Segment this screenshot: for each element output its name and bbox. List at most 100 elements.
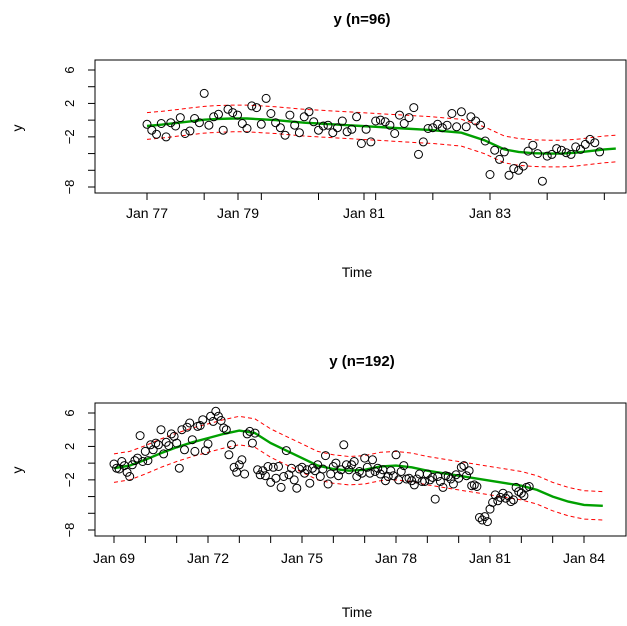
data-point (375, 115, 385, 125)
data-point (344, 465, 354, 475)
data-point (352, 112, 362, 122)
data-point (433, 472, 443, 481)
data-point (438, 482, 448, 492)
data-point (263, 462, 273, 471)
data-point (281, 446, 291, 456)
data-point (185, 126, 195, 136)
data-point (177, 425, 187, 435)
data-point (585, 134, 595, 144)
data-point (153, 440, 163, 450)
data-point (309, 117, 319, 127)
data-point (285, 110, 295, 120)
x-tick-label: Jan 83 (469, 205, 511, 221)
data-point (260, 471, 270, 481)
data-point (552, 144, 562, 154)
data-point (185, 418, 195, 428)
data-point (342, 127, 352, 137)
data-point (556, 145, 566, 155)
data-point (161, 437, 171, 447)
data-point (297, 462, 307, 472)
data-point (462, 471, 471, 481)
data-point (214, 109, 223, 119)
y-axis: −8 −2 2 6 (62, 66, 96, 194)
data-point (362, 462, 372, 472)
data-point (166, 118, 176, 128)
data-point (294, 464, 304, 474)
data-point (595, 147, 605, 157)
data-point (175, 113, 185, 123)
data-point (498, 488, 508, 498)
lower-band-line (146, 131, 616, 168)
data-point (294, 128, 304, 138)
data-point (509, 164, 519, 174)
data-point (395, 110, 404, 120)
data-point (289, 475, 299, 485)
upper-band-line (113, 415, 603, 493)
data-point (518, 161, 528, 171)
data-point (194, 118, 204, 128)
y-axis-label: y (9, 467, 25, 474)
data-point (138, 457, 148, 466)
data-point (284, 470, 294, 480)
data-point (347, 124, 357, 134)
data-point (279, 472, 289, 481)
data-point (147, 125, 157, 135)
data-point (409, 103, 419, 113)
data-point (218, 125, 228, 135)
data-point (396, 467, 406, 476)
y-tick-label: 2 (62, 443, 77, 450)
data-point (354, 467, 364, 476)
data-point (299, 112, 309, 122)
data-point (228, 108, 238, 118)
data-point (159, 449, 169, 459)
data-point (442, 120, 452, 130)
x-tick-label: Jan 79 (217, 205, 259, 221)
y-tick-label: 2 (62, 100, 77, 107)
data-point (390, 129, 400, 138)
data-point (435, 477, 445, 486)
data-point (166, 429, 176, 439)
data-point (360, 453, 370, 463)
data-point (140, 446, 150, 456)
data-point (365, 468, 375, 478)
data-point (490, 145, 500, 155)
data-point (275, 123, 285, 133)
data-point (292, 483, 302, 493)
data-point (276, 482, 286, 492)
data-point (268, 462, 278, 472)
upper-band-line (146, 104, 616, 141)
data-point (125, 472, 135, 481)
data-point (469, 480, 479, 490)
data-point (580, 139, 590, 149)
data-point (533, 149, 543, 159)
data-point (256, 119, 266, 129)
data-point (250, 428, 260, 438)
data-point (290, 120, 300, 130)
data-point (514, 165, 524, 175)
data-point (415, 469, 424, 479)
data-point (456, 462, 466, 472)
data-point (386, 466, 396, 476)
data-point (480, 512, 490, 522)
data-point (152, 129, 161, 139)
data-point (151, 438, 161, 448)
data-point (237, 455, 247, 465)
data-point (430, 494, 440, 504)
chart-title: y (n=96) (333, 11, 390, 28)
data-point (266, 109, 276, 118)
data-point (452, 122, 462, 132)
data-point (423, 124, 433, 133)
data-point (232, 467, 242, 477)
data-point (366, 137, 376, 147)
data-point (385, 120, 395, 130)
data-point (488, 497, 498, 507)
data-point (528, 140, 538, 150)
data-point (142, 119, 152, 129)
y-tick-label: −8 (62, 523, 77, 538)
data-point (304, 107, 314, 117)
data-point (566, 149, 576, 159)
data-point (203, 439, 213, 449)
data-point (349, 457, 359, 466)
data-point (459, 461, 469, 471)
data-point (240, 469, 250, 479)
